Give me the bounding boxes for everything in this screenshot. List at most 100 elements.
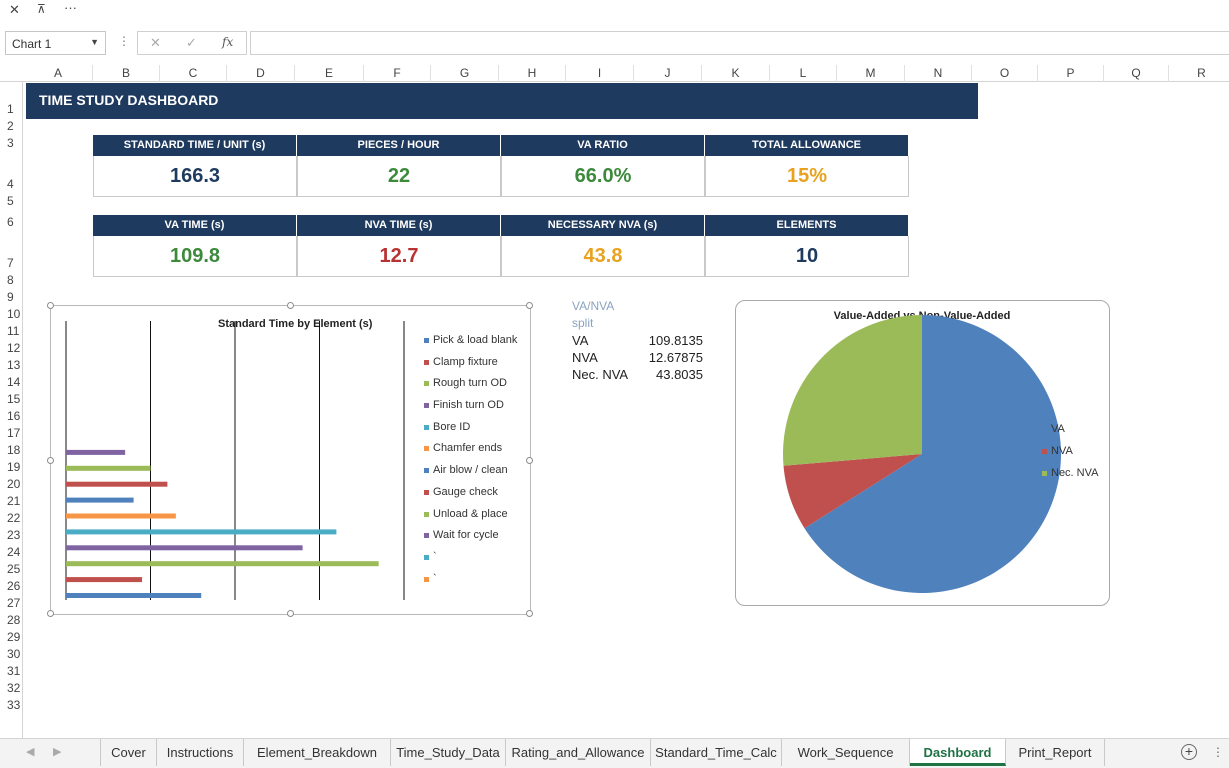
row-header[interactable]: 3 xyxy=(7,136,14,150)
formula-input[interactable] xyxy=(250,31,1229,55)
kpi-card-va-ratio[interactable]: VA RATIO 66.0% xyxy=(501,135,705,197)
insert-function-icon[interactable]: fx xyxy=(222,35,234,49)
pie-chart-value-added[interactable]: Value-Added vs Non-Value-Added VANVANec.… xyxy=(735,300,1110,606)
legend-item[interactable]: ` xyxy=(424,551,517,573)
bar-8[interactable] xyxy=(66,465,151,471)
split-row-va[interactable]: VA 109.8135 xyxy=(572,332,707,349)
column-header[interactable]: B xyxy=(93,65,160,82)
add-sheet-icon[interactable]: + xyxy=(1181,744,1197,760)
legend-item[interactable]: Unload & place xyxy=(424,508,517,530)
column-header[interactable]: M xyxy=(837,65,905,82)
row-header[interactable]: 32 xyxy=(7,681,21,695)
column-header[interactable]: J xyxy=(634,65,702,82)
row-header[interactable]: 7 xyxy=(7,256,14,270)
restore-icon[interactable]: ⊼ xyxy=(37,2,46,16)
row-header[interactable]: 31 xyxy=(7,664,21,678)
tab-print-report[interactable]: Print_Report xyxy=(1006,739,1105,766)
bar-2[interactable] xyxy=(66,561,379,567)
column-header[interactable]: Q xyxy=(1104,65,1169,82)
scroll-right-icon[interactable]: ▶ xyxy=(53,746,62,758)
bar-1[interactable] xyxy=(66,577,143,583)
legend-item[interactable]: Nec. NVA xyxy=(1042,467,1098,489)
column-header[interactable]: I xyxy=(566,65,634,82)
bar-7[interactable] xyxy=(66,481,168,487)
resize-handle[interactable] xyxy=(526,457,533,464)
row-header[interactable]: 6 xyxy=(7,215,14,229)
row-header[interactable]: 10 xyxy=(7,307,21,321)
legend-item[interactable]: Finish turn OD xyxy=(424,399,517,421)
column-header[interactable]: N xyxy=(905,65,972,82)
row-header[interactable]: 12 xyxy=(7,341,21,355)
row-header[interactable]: 8 xyxy=(7,273,14,287)
resize-handle[interactable] xyxy=(287,610,294,617)
kpi-card-necessary-nva[interactable]: NECESSARY NVA (s) 43.8 xyxy=(501,215,705,277)
legend-item[interactable]: VA xyxy=(1042,423,1098,445)
tab-standard-time-calc[interactable]: Standard_Time_Calc xyxy=(651,739,782,766)
kpi-card-va-time[interactable]: VA TIME (s) 109.8 xyxy=(93,215,297,277)
chevron-down-icon[interactable]: ▼ xyxy=(90,37,99,47)
column-header[interactable]: K xyxy=(702,65,770,82)
kpi-card-nva-time[interactable]: NVA TIME (s) 12.7 xyxy=(297,215,501,277)
resize-handle[interactable] xyxy=(287,302,294,309)
row-header[interactable]: 14 xyxy=(7,375,21,389)
chart-legend[interactable]: VA NVA Nec. NVA xyxy=(1042,423,1098,489)
row-header[interactable]: 23 xyxy=(7,528,21,542)
cancel-icon[interactable]: ✕ xyxy=(150,35,161,50)
legend-item[interactable]: Wait for cycle xyxy=(424,529,517,551)
bar-0[interactable] xyxy=(66,593,202,598)
name-box[interactable]: Chart 1 ▼ xyxy=(5,31,106,55)
column-header[interactable]: H xyxy=(499,65,566,82)
column-header[interactable]: C xyxy=(160,65,227,82)
pie-slice-nec-nva[interactable] xyxy=(783,315,922,466)
split-heading[interactable]: split xyxy=(572,316,594,330)
row-header[interactable]: 1 xyxy=(7,102,14,116)
row-header[interactable]: 20 xyxy=(7,477,21,491)
resize-handle[interactable] xyxy=(526,302,533,309)
bar-4[interactable] xyxy=(66,529,337,535)
enter-icon[interactable]: ✓ xyxy=(186,35,197,50)
row-header[interactable]: 33 xyxy=(7,698,21,712)
column-header[interactable]: E xyxy=(295,65,364,82)
bar-chart-standard-time[interactable]: Standard Time by Element (s) Pick & load… xyxy=(47,302,533,617)
column-header[interactable]: P xyxy=(1038,65,1104,82)
pie-slice-va[interactable] xyxy=(804,315,1061,593)
row-header[interactable]: 9 xyxy=(7,290,14,304)
column-header[interactable]: A xyxy=(24,65,93,82)
kpi-card-elements[interactable]: ELEMENTS 10 xyxy=(705,215,909,277)
chart-legend[interactable]: Pick & load blank Clamp fixture Rough turn… xyxy=(424,334,517,594)
resize-handle[interactable] xyxy=(47,610,54,617)
tab-rating-and-allowance[interactable]: Rating_and_Allowance xyxy=(506,739,651,766)
more-options-icon[interactable]: ··· xyxy=(64,0,77,15)
column-header[interactable]: F xyxy=(364,65,431,82)
tab-work-sequence[interactable]: Work_Sequence xyxy=(782,739,910,766)
tab-time-study-data[interactable]: Time_Study_Data xyxy=(391,739,506,766)
split-row-nec-nva[interactable]: Nec. NVA 43.8035 xyxy=(572,366,707,383)
legend-item[interactable]: Rough turn OD xyxy=(424,377,517,399)
pie-slice-nva[interactable] xyxy=(783,454,922,529)
resize-handle[interactable] xyxy=(47,457,54,464)
kpi-card-standard-time[interactable]: STANDARD TIME / UNIT (s) 166.3 xyxy=(93,135,297,197)
row-header[interactable]: 27 xyxy=(7,596,21,610)
kpi-card-pieces-hour[interactable]: PIECES / HOUR 22 xyxy=(297,135,501,197)
row-header[interactable]: 30 xyxy=(7,647,21,661)
row-header[interactable]: 11 xyxy=(7,324,20,338)
tab-cover[interactable]: Cover xyxy=(100,739,157,766)
row-header[interactable]: 4 xyxy=(7,177,14,191)
kpi-card-total-allowance[interactable]: TOTAL ALLOWANCE 15% xyxy=(705,135,909,197)
row-header[interactable]: 13 xyxy=(7,358,21,372)
tab-dashboard[interactable]: Dashboard xyxy=(910,739,1006,766)
column-header[interactable]: G xyxy=(431,65,499,82)
bar-9[interactable] xyxy=(66,449,126,455)
bar-5[interactable] xyxy=(66,513,176,519)
column-header[interactable]: D xyxy=(227,65,295,82)
legend-item[interactable]: Gauge check xyxy=(424,486,517,508)
bar-6[interactable] xyxy=(66,497,134,503)
legend-item[interactable]: Pick & load blank xyxy=(424,334,517,356)
row-header[interactable]: 2 xyxy=(7,119,14,133)
legend-item[interactable]: Chamfer ends xyxy=(424,442,517,464)
row-header[interactable]: 16 xyxy=(7,409,21,423)
column-header[interactable]: R xyxy=(1169,65,1229,82)
row-header[interactable]: 18 xyxy=(7,443,21,457)
bar-3[interactable] xyxy=(66,545,303,551)
column-header[interactable]: L xyxy=(770,65,837,82)
